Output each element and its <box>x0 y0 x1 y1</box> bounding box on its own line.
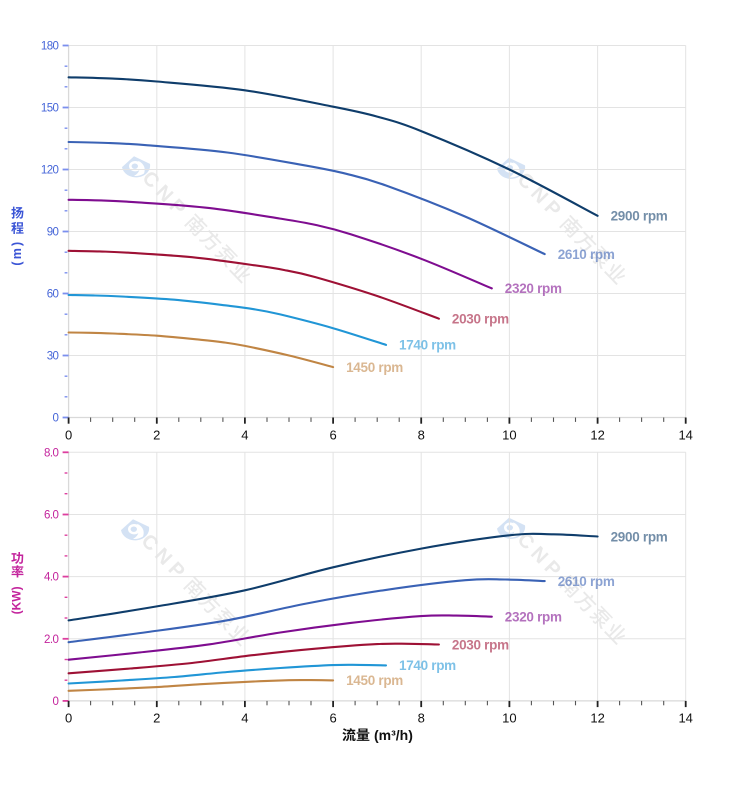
svg-text:2900 rpm: 2900 rpm <box>611 209 668 224</box>
svg-text:2610 rpm: 2610 rpm <box>558 574 615 589</box>
svg-text:10: 10 <box>502 428 516 443</box>
svg-text:6: 6 <box>329 428 336 443</box>
svg-text:150: 150 <box>41 103 59 115</box>
svg-text:14: 14 <box>678 711 692 726</box>
svg-text:6.0: 6.0 <box>44 510 58 522</box>
svg-text:(m³/h): (m³/h) <box>374 727 413 743</box>
svg-text:8: 8 <box>418 711 425 726</box>
svg-text:60: 60 <box>47 289 59 301</box>
svg-text:2.0: 2.0 <box>44 634 58 646</box>
svg-text:2320 rpm: 2320 rpm <box>505 281 562 296</box>
svg-text:12: 12 <box>590 711 604 726</box>
svg-text:0: 0 <box>53 413 59 425</box>
svg-text:0: 0 <box>65 428 72 443</box>
svg-text:180: 180 <box>41 41 59 53</box>
svg-text:1740 rpm: 1740 rpm <box>399 658 456 673</box>
svg-text:1450 rpm: 1450 rpm <box>346 360 403 375</box>
svg-text:30: 30 <box>47 351 59 363</box>
svg-text:1450 rpm: 1450 rpm <box>346 673 403 688</box>
svg-text:(KW): (KW) <box>10 586 24 614</box>
svg-text:2030 rpm: 2030 rpm <box>452 312 509 327</box>
svg-text:2610 rpm: 2610 rpm <box>558 247 615 262</box>
svg-text:10: 10 <box>502 711 516 726</box>
svg-text:0: 0 <box>53 696 59 708</box>
svg-text:0: 0 <box>65 711 72 726</box>
svg-text:4.0: 4.0 <box>44 572 58 584</box>
svg-text:1740 rpm: 1740 rpm <box>399 338 456 353</box>
svg-text:2320 rpm: 2320 rpm <box>505 610 562 625</box>
svg-text:2030 rpm: 2030 rpm <box>452 637 509 652</box>
svg-text:2: 2 <box>153 428 160 443</box>
svg-text:4: 4 <box>241 428 248 443</box>
svg-text:(m): (m) <box>10 240 24 266</box>
svg-text:90: 90 <box>47 227 59 239</box>
svg-text:4: 4 <box>241 711 248 726</box>
svg-text:6: 6 <box>329 711 336 726</box>
svg-text:2: 2 <box>153 711 160 726</box>
svg-text:120: 120 <box>41 165 59 177</box>
svg-text:14: 14 <box>678 428 692 443</box>
svg-text:12: 12 <box>590 428 604 443</box>
svg-text:8: 8 <box>418 428 425 443</box>
svg-text:2900 rpm: 2900 rpm <box>611 529 668 544</box>
svg-text:8.0: 8.0 <box>44 447 58 459</box>
